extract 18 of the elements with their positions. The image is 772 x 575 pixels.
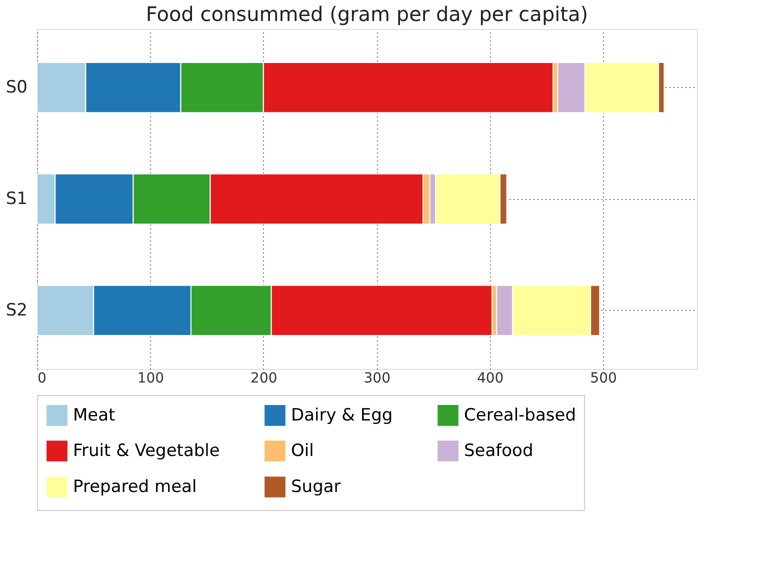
legend-label: Meat bbox=[73, 405, 116, 426]
legend-label: Seafood bbox=[464, 441, 534, 461]
legend-label: Dairy & Egg bbox=[291, 405, 393, 426]
y-tick-label: S1 bbox=[6, 189, 28, 209]
legend-label: Cereal-based bbox=[464, 405, 576, 426]
x-tick-label: 500 bbox=[590, 370, 617, 386]
legend-label: Sugar bbox=[291, 477, 341, 497]
legend-label: Prepared meal bbox=[73, 477, 197, 497]
x-tick-label: 200 bbox=[250, 370, 278, 386]
y-tick-label: S2 bbox=[6, 300, 28, 320]
y-tick-label: S0 bbox=[6, 78, 28, 98]
legend-label: Fruit & Vegetable bbox=[73, 441, 220, 461]
legend-label: Oil bbox=[291, 441, 314, 461]
chart-title: Food consummed (gram per day per capita) bbox=[146, 2, 588, 26]
x-tick-label: 100 bbox=[137, 370, 164, 386]
x-tick-label: 400 bbox=[476, 370, 504, 386]
x-tick-label: 0 bbox=[38, 370, 46, 386]
x-tick-label: 300 bbox=[364, 370, 390, 386]
